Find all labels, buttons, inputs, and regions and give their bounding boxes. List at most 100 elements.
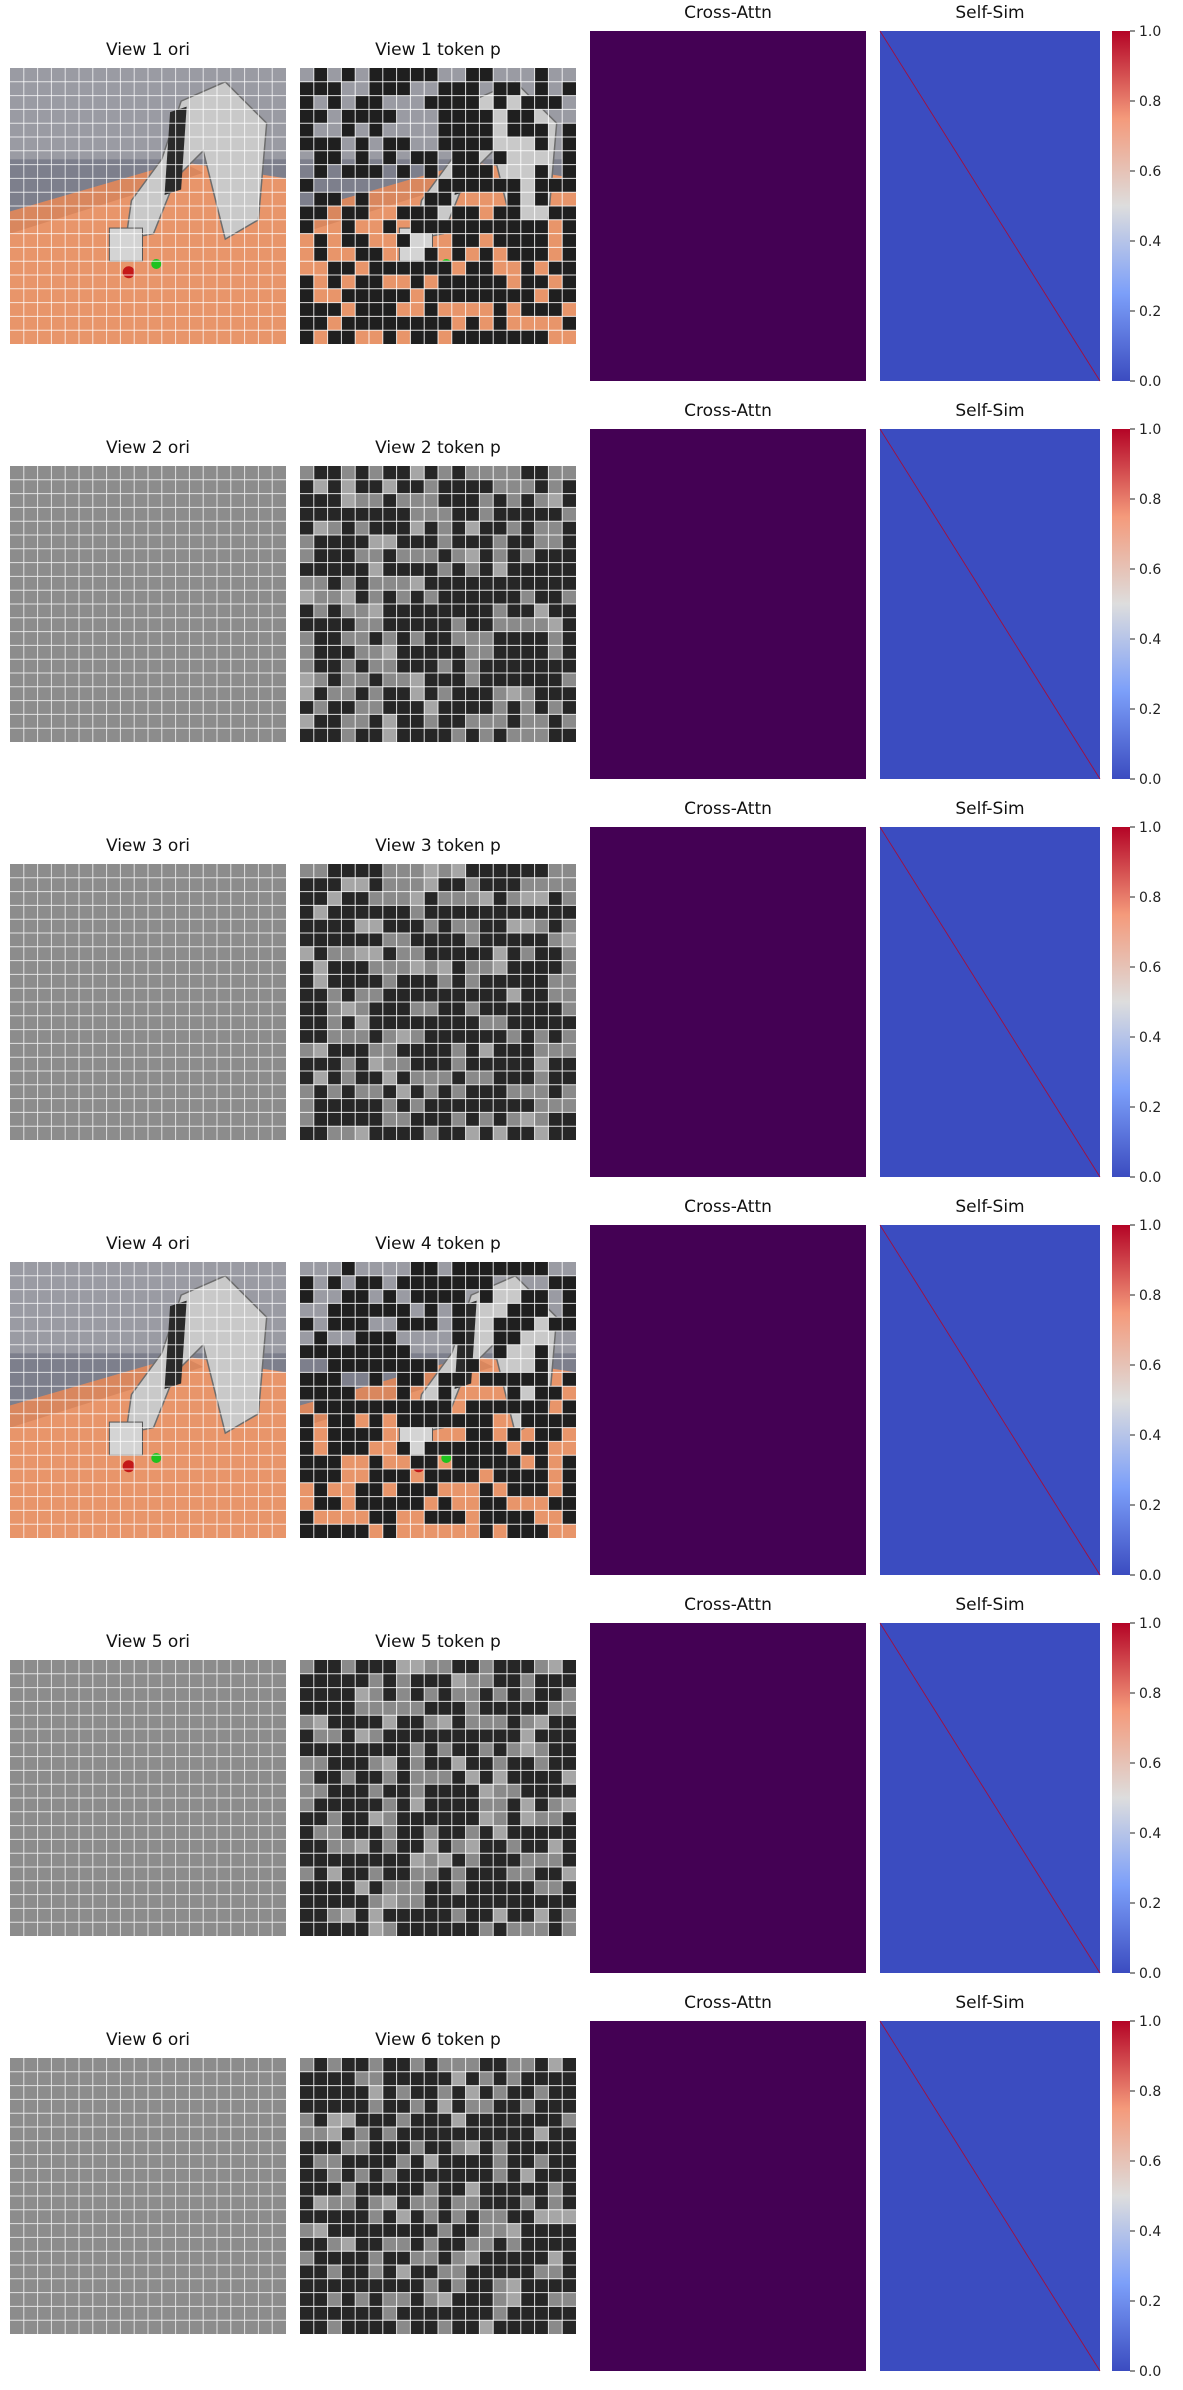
masked-token — [520, 1482, 535, 1497]
masked-token — [341, 1289, 356, 1304]
masked-token — [562, 1894, 576, 1909]
masked-token — [465, 590, 480, 604]
masked-token — [300, 2182, 314, 2196]
masked-token — [465, 81, 480, 96]
masked-token — [410, 316, 425, 331]
masked-token — [313, 1015, 328, 1030]
masked-token — [424, 2071, 438, 2086]
masked-token — [465, 2265, 480, 2279]
masked-token — [369, 1275, 383, 1290]
colorbar-tick-label: 1.0 — [1139, 24, 1161, 40]
colorbar-tick-label: 1.0 — [1139, 422, 1161, 438]
masked-token — [548, 2099, 563, 2114]
masked-token — [562, 1455, 576, 1469]
masked-token — [438, 576, 452, 591]
visible-token — [534, 2127, 549, 2141]
masked-token — [562, 1811, 576, 1826]
masked-token — [465, 1922, 480, 1936]
masked-token — [493, 507, 507, 522]
masked-token — [493, 988, 507, 1002]
cross-attn-title: Cross-Attn — [684, 1595, 772, 1615]
masked-token — [562, 1015, 576, 1030]
masked-token — [424, 1413, 438, 1428]
masked-token — [451, 2085, 466, 2100]
colorbar-tick-label: 0.4 — [1139, 1428, 1161, 1444]
masked-token — [562, 261, 576, 275]
masked-token — [465, 1427, 480, 1442]
masked-token — [327, 1660, 342, 1674]
masked-token — [507, 1510, 521, 1525]
visible-token — [300, 946, 314, 961]
masked-token — [382, 1496, 397, 1511]
masked-token — [300, 1811, 314, 1826]
masked-token — [355, 1303, 369, 1318]
masked-token — [479, 1057, 494, 1071]
visible-token — [341, 1908, 356, 1923]
masked-token — [507, 1015, 521, 1030]
masked-token — [548, 1275, 563, 1290]
masked-token — [520, 2154, 535, 2169]
masked-token — [300, 2154, 314, 2169]
masked-token — [520, 2292, 535, 2307]
token-image-title: View 3 token p — [375, 836, 501, 856]
masked-token — [451, 1289, 466, 1304]
ori-image-title: View 1 ori — [105, 40, 191, 60]
masked-token — [493, 905, 507, 920]
masked-token — [479, 617, 494, 632]
masked-token — [424, 95, 438, 110]
colorbar-tick-label: 0.6 — [1139, 1358, 1161, 1374]
masked-token — [562, 905, 576, 920]
masked-token — [562, 2099, 576, 2114]
ori-image — [10, 1660, 286, 1936]
masked-token — [451, 1510, 466, 1525]
masked-token — [438, 1496, 452, 1511]
masked-token — [451, 219, 466, 234]
masked-token — [410, 988, 425, 1002]
masked-token — [313, 1400, 328, 1414]
masked-token — [396, 507, 411, 522]
masked-token — [451, 123, 466, 137]
masked-token — [382, 686, 397, 701]
masked-token — [341, 1784, 356, 1798]
masked-token — [479, 178, 494, 193]
masked-token — [313, 1386, 328, 1400]
masked-token — [520, 2265, 535, 2279]
masked-token — [369, 2113, 383, 2127]
masked-token — [396, 2168, 411, 2183]
masked-token — [396, 617, 411, 632]
masked-token — [410, 1922, 425, 1936]
colorbar-tick-label: 0.0 — [1139, 1966, 1161, 1982]
masked-token — [396, 316, 411, 331]
visible-token — [465, 1770, 480, 1785]
cross-attn-heatmap — [590, 1225, 866, 1575]
visible-token — [438, 2099, 452, 2114]
masked-token — [520, 2251, 535, 2265]
masked-token — [313, 1880, 328, 1895]
masked-token — [396, 1441, 411, 1456]
visible-token — [507, 2223, 521, 2238]
masked-token — [520, 466, 535, 480]
masked-token — [313, 1922, 328, 1936]
masked-token — [465, 2113, 480, 2127]
masked-token — [313, 2320, 328, 2334]
visible-token — [465, 2251, 480, 2265]
masked-token — [327, 1043, 342, 1058]
masked-token — [534, 700, 549, 715]
masked-token — [507, 562, 521, 577]
masked-token — [507, 1798, 521, 1812]
masked-token — [300, 877, 314, 892]
masked-token — [369, 123, 383, 137]
masked-token — [327, 1303, 342, 1318]
masked-token — [355, 891, 369, 906]
colorbar-tick-label: 0.0 — [1139, 374, 1161, 390]
masked-token — [424, 1894, 438, 1909]
masked-token — [327, 1358, 342, 1373]
masked-token — [520, 1660, 535, 1674]
masked-token — [382, 1469, 397, 1483]
masked-token — [548, 714, 563, 729]
self-sim-heatmap — [879, 30, 1101, 382]
masked-token — [451, 521, 466, 535]
masked-token — [479, 1496, 494, 1511]
visible-token — [327, 2127, 342, 2141]
masked-token — [341, 164, 356, 179]
